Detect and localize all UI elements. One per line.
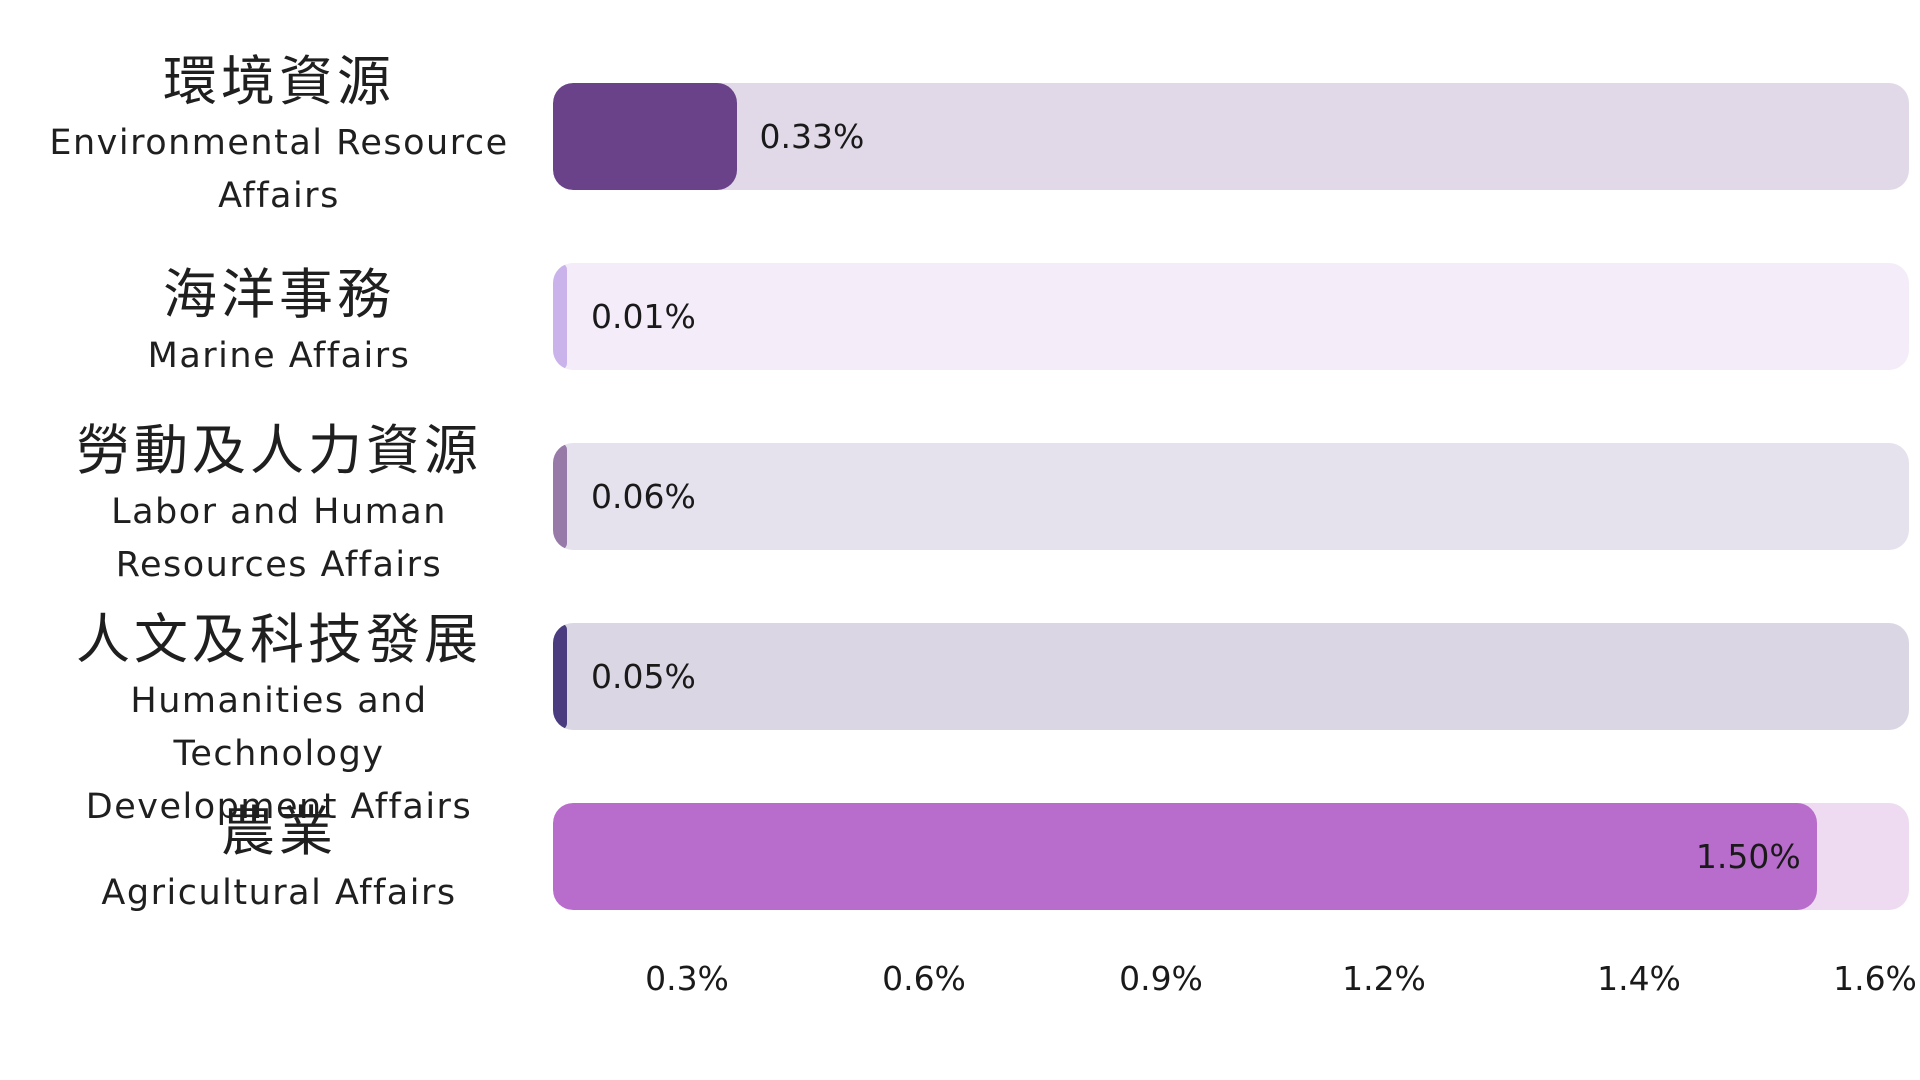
bar-labor [553,443,567,550]
bar-track-labor: 0.06% [553,443,1909,550]
x-tick-label: 1.4% [1597,959,1681,998]
value-label-environmental: 0.33% [759,117,865,156]
category-name-en-line1: Humanities and Technology [130,681,428,774]
x-tick-label: 0.6% [882,959,966,998]
category-name-en-line1: Marine Affairs [147,336,411,376]
category-name-zh: 海洋事務 [163,263,395,326]
category-name-en-line2: Affairs [218,176,340,216]
category-name-zh: 農業 [221,800,337,863]
value-label-humanities: 0.05% [591,657,696,696]
category-label-labor: 勞動及人力資源 Labor and Human Resources Affair… [40,416,518,592]
category-name-en-line2: Development Affairs [85,787,473,827]
category-label-marine: 海洋事務 Marine Affairs [40,260,518,383]
value-label-agricultural: 1.50% [1695,837,1801,876]
category-name-zh: 環境資源 [163,50,395,113]
value-label-labor: 0.06% [591,477,696,516]
bar-agricultural [553,803,1817,910]
category-name-en-line1: Labor and Human [111,492,447,532]
category-name-en-line1: Agricultural Affairs [101,873,457,913]
bar-track-environmental: 0.33% [553,83,1909,190]
value-label-marine: 0.01% [591,297,696,336]
bar-track-agricultural: 1.50% [553,803,1909,910]
bar-track-humanities: 0.05% [553,623,1909,730]
x-tick-label: 0.9% [1119,959,1203,998]
x-tick-label: 0.3% [645,959,729,998]
bar-marine [553,263,567,370]
category-name-zh: 勞動及人力資源 [76,419,482,482]
category-label-agricultural: 農業 Agricultural Affairs [40,797,518,920]
category-name-en-line2: Resources Affairs [115,545,443,585]
bar-track-marine: 0.01% [553,263,1909,370]
x-tick-label: 1.6% [1833,959,1917,998]
x-tick-label: 1.2% [1342,959,1426,998]
category-name-en-line1: Environmental Resource [49,123,509,163]
category-label-humanities: 人文及科技發展 Humanities and Technology Develo… [40,605,518,834]
bar-environmental [553,83,738,190]
category-label-environmental: 環境資源 Environmental Resource Affairs [40,47,518,223]
category-name-zh: 人文及科技發展 [76,608,482,671]
bar-humanities [553,623,567,730]
